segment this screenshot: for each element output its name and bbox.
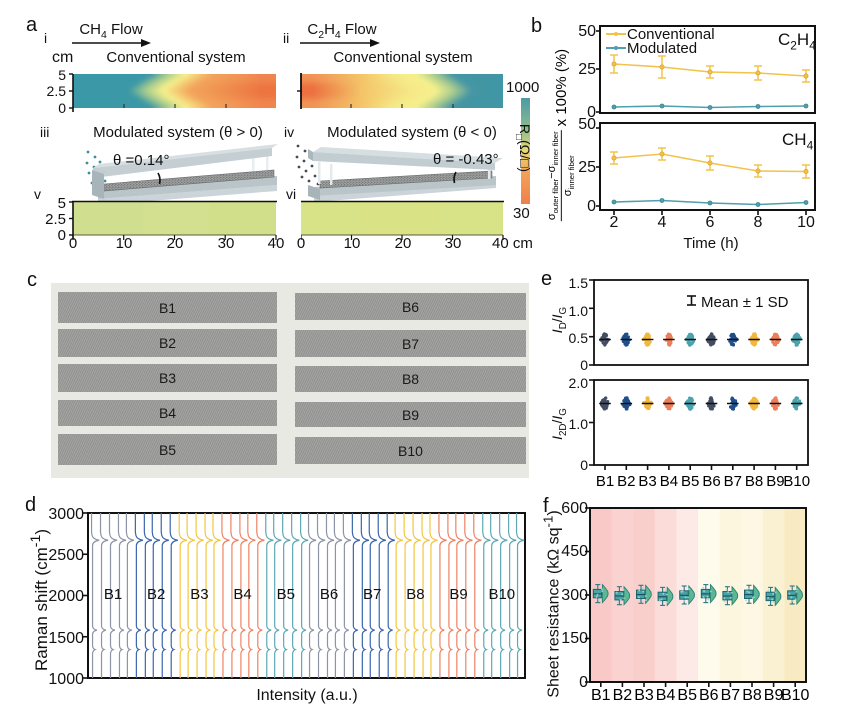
- svg-text:B9: B9: [764, 687, 784, 700]
- svg-text:B3: B3: [634, 687, 654, 700]
- svg-text:B1: B1: [104, 586, 122, 603]
- svg-text:B2: B2: [147, 586, 165, 603]
- svg-text:B5: B5: [277, 586, 295, 603]
- svg-text:B1: B1: [596, 473, 614, 490]
- svg-text:B4: B4: [660, 473, 678, 490]
- svg-text:B2: B2: [613, 687, 633, 700]
- svg-text:B7: B7: [724, 473, 742, 490]
- svg-text:B7: B7: [363, 586, 381, 603]
- svg-text:B5: B5: [677, 687, 697, 700]
- svg-text:B6: B6: [702, 473, 720, 490]
- svg-text:B8: B8: [745, 473, 763, 490]
- svg-text:B7: B7: [721, 687, 741, 700]
- svg-text:B6: B6: [699, 687, 719, 700]
- svg-text:B4: B4: [233, 586, 251, 603]
- svg-text:B4: B4: [656, 687, 676, 700]
- svg-text:B10: B10: [781, 687, 810, 700]
- svg-text:B10: B10: [783, 473, 810, 490]
- svg-text:B3: B3: [638, 473, 656, 490]
- svg-text:B6: B6: [320, 586, 338, 603]
- svg-text:B9: B9: [449, 586, 467, 603]
- svg-text:B2: B2: [617, 473, 635, 490]
- svg-text:B9: B9: [766, 473, 784, 490]
- svg-text:B1: B1: [591, 687, 611, 700]
- svg-text:B3: B3: [190, 586, 208, 603]
- svg-text:B5: B5: [681, 473, 699, 490]
- svg-text:B8: B8: [406, 586, 424, 603]
- svg-text:B10: B10: [488, 586, 515, 603]
- svg-text:B8: B8: [742, 687, 762, 700]
